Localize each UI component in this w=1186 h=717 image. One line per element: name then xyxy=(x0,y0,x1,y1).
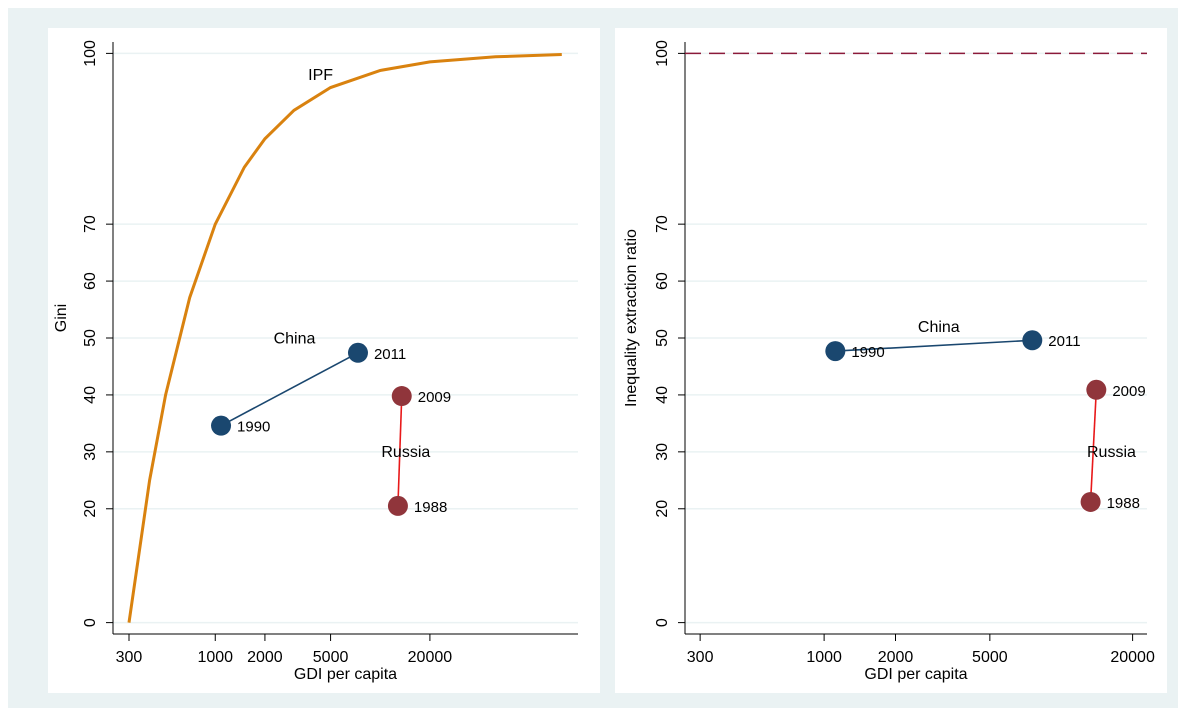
x-tick-label: 2000 xyxy=(878,649,914,666)
y-tick-label: 100 xyxy=(82,40,99,67)
point-label: 2011 xyxy=(1048,333,1080,350)
point xyxy=(1022,330,1043,351)
y-tick-label: 60 xyxy=(654,272,671,290)
point-label: 1990 xyxy=(851,344,884,361)
point xyxy=(391,386,412,407)
series-line xyxy=(127,53,562,623)
x-axis-title: GDI per capita xyxy=(294,666,397,683)
y-tick-label: 30 xyxy=(654,443,671,461)
point-label: 1990 xyxy=(237,419,270,436)
plot-region xyxy=(615,28,1167,693)
y-tick-label: 70 xyxy=(654,215,671,233)
x-tick-label: 1000 xyxy=(197,649,233,666)
y-tick-label: 50 xyxy=(654,329,671,347)
series-line xyxy=(397,396,403,506)
series-name: China xyxy=(918,319,960,336)
series-name: Russia xyxy=(1087,444,1136,461)
point-label: 1988 xyxy=(414,499,447,516)
point xyxy=(825,341,846,362)
point-label: 2009 xyxy=(418,389,451,406)
series-name: IPF xyxy=(308,67,333,84)
x-tick-label: 5000 xyxy=(313,649,349,666)
point xyxy=(211,415,232,436)
x-axis-title: GDI per capita xyxy=(864,666,967,683)
x-tick-label: 1000 xyxy=(806,649,842,666)
point-label: 2009 xyxy=(1112,383,1145,400)
x-tick-label: 20000 xyxy=(1110,649,1155,666)
series-line xyxy=(220,352,359,427)
y-tick-label: 100 xyxy=(654,40,671,67)
plot-region xyxy=(48,28,600,693)
x-tick-label: 300 xyxy=(687,649,714,666)
y-tick-label: 20 xyxy=(654,500,671,518)
y-tick-label: 40 xyxy=(654,386,671,404)
point-label: 2011 xyxy=(374,346,406,363)
series-line xyxy=(1089,389,1098,502)
point-label: 1988 xyxy=(1107,495,1140,512)
point xyxy=(1080,491,1101,512)
series-line xyxy=(835,339,1033,352)
y-tick-label: 40 xyxy=(82,386,99,404)
point xyxy=(1086,379,1107,400)
y-tick-label: 20 xyxy=(82,500,99,518)
y-tick-label: 60 xyxy=(82,272,99,290)
series-name: Russia xyxy=(381,444,430,461)
y-tick-label: 0 xyxy=(82,618,99,627)
series-name: China xyxy=(274,330,316,347)
x-tick-label: 2000 xyxy=(247,649,283,666)
y-tick-label: 0 xyxy=(654,618,671,627)
x-tick-label: 300 xyxy=(116,649,143,666)
point xyxy=(347,342,368,363)
y-tick-label: 70 xyxy=(82,215,99,233)
y-axis-title: Inequality extraction ratio xyxy=(623,229,640,407)
y-tick-label: 50 xyxy=(82,329,99,347)
point xyxy=(387,495,408,516)
y-axis-title: Gini xyxy=(53,304,70,332)
x-tick-label: 5000 xyxy=(972,649,1008,666)
x-tick-label: 20000 xyxy=(408,649,453,666)
y-tick-label: 30 xyxy=(82,443,99,461)
